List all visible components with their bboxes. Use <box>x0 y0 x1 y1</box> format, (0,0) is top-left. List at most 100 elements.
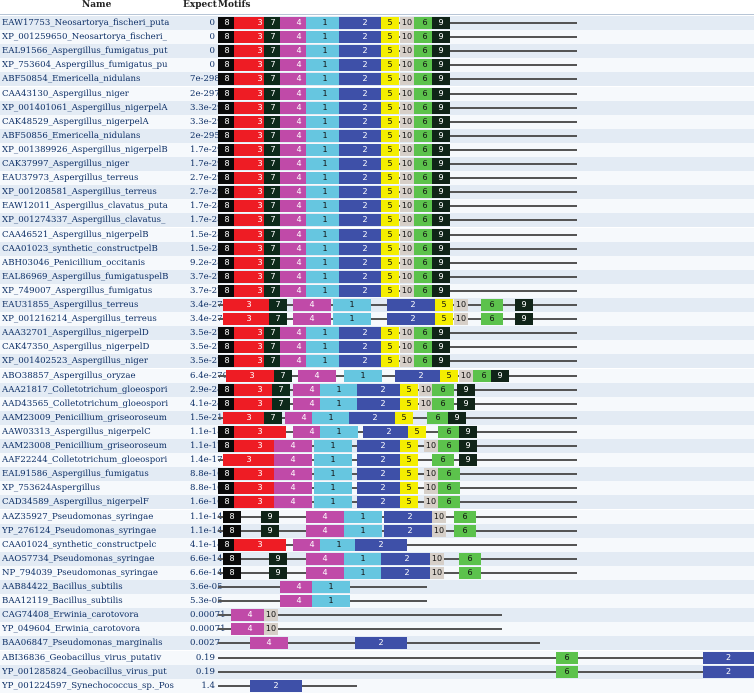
expect-value: 0.00071 <box>190 624 226 635</box>
expect-value: 3.4e-271 <box>190 300 229 310</box>
expect-value: 1.5e-286 <box>190 229 229 240</box>
motif-6-box: 6 <box>427 411 449 424</box>
motif-8-box: 8 <box>218 87 236 100</box>
sequence-name: EAL86969_Aspergillus_fumigatuspelB <box>2 271 169 282</box>
motif-track: 8 3 7 4 1 2 5 10 6 9 <box>218 242 754 256</box>
motif-track: 8 3 7 4 1 2 5 10 6 9 <box>218 185 754 199</box>
motif-10-box: 10 <box>432 524 446 537</box>
motif-1-box: 1 <box>306 172 344 185</box>
motif-3-box: 3 <box>234 482 286 495</box>
motif-3-box: 3 <box>223 313 275 326</box>
motif-5-box: 5 <box>381 17 399 29</box>
motif-6-box: 6 <box>414 341 436 354</box>
sequence-line <box>218 628 502 631</box>
motif-track: 8 3 4 1 2 5 10 6 9 <box>218 439 754 453</box>
motif-1-box: 1 <box>306 17 344 29</box>
motif-10-box: 10 <box>400 228 414 241</box>
motif-2-box: 2 <box>250 679 302 692</box>
motif-2-box: 2 <box>339 59 391 72</box>
motif-6-box: 6 <box>438 468 460 481</box>
motif-2-box: 2 <box>339 172 391 185</box>
motif-1-box: 1 <box>306 256 344 269</box>
motif-7-box: 7 <box>269 299 287 311</box>
sequence-name: CAK37997_Aspergillus_niger <box>2 159 130 169</box>
motif-2-box: 2 <box>384 524 436 537</box>
motif-10-box: 10 <box>400 355 414 368</box>
motif-5-box: 5 <box>408 425 426 438</box>
table-row: XP_001259650_Neosartorya_fischeri_ 0 8 3 7 4 1… <box>0 30 754 45</box>
motif-1-box: 1 <box>320 397 358 410</box>
table-row: XP_753604_Aspergillus_fumigatus_pu 0 8 3 7 4 1… <box>0 58 754 73</box>
sequence-name: XP_001402523_Aspergillus_niger <box>2 356 148 367</box>
motif-9-box: 9 <box>459 425 477 438</box>
motif-4-box: 4 <box>280 581 318 593</box>
header-motifs: Motifs <box>218 0 251 10</box>
motif-10-box: 10 <box>430 552 444 565</box>
expect-value: 3.6e-05 <box>190 582 223 592</box>
motif-9-box: 9 <box>432 143 450 156</box>
motif-4-box: 4 <box>306 524 344 537</box>
motif-1-box: 1 <box>306 59 344 72</box>
sequence-line <box>218 656 754 659</box>
sequence-name: CAD34589_Aspergillus_nigerpelF <box>2 497 149 508</box>
sequence-name: EAW17753_Neosartorya_fischeri_puta <box>2 18 170 28</box>
motif-6-box: 6 <box>432 397 454 410</box>
expect-value: 1.1e-181 <box>190 426 229 437</box>
motif-2-box: 2 <box>339 45 391 58</box>
table-row: YP_001285824_Geobacillus_virus_put 0.19 6 2 <box>0 664 754 679</box>
motif-1-box: 1 <box>306 341 344 354</box>
motif-5-box: 5 <box>400 440 418 452</box>
motif-10-box: 10 <box>400 73 414 86</box>
table-row: ABF50856_Emericella_nidulans 2e-295 8 3 7 4 1 2… <box>0 128 754 143</box>
expect-value: 2.7e-291 <box>190 187 229 198</box>
motif-10-box: 10 <box>454 299 468 311</box>
motif-7-box: 7 <box>269 313 287 326</box>
motif-6-box: 6 <box>414 129 436 142</box>
motif-10-box: 10 <box>432 510 446 523</box>
motif-6-box: 6 <box>454 524 476 537</box>
motif-1-box: 1 <box>333 313 371 326</box>
motif-10-box: 10 <box>400 256 414 269</box>
motif-5-box: 5 <box>381 129 399 142</box>
expect-value: 3.7e-277 <box>190 285 229 296</box>
sequence-name: ABF50854_Emericella_nidulans <box>2 74 141 85</box>
motif-5-box: 5 <box>381 115 399 128</box>
motif-4-box: 4 <box>293 313 331 326</box>
table-row: CAA01023_synthetic_constructpelB 1.5e-286… <box>0 241 754 256</box>
expect-value: 4.1e-243 <box>190 398 229 409</box>
motif-track: 8 3 7 4 1 2 5 10 6 9 <box>218 115 754 129</box>
motif-3-box: 3 <box>234 468 286 481</box>
motif-track: 8 3 7 4 1 2 5 10 6 9 <box>218 284 754 298</box>
sequence-name: NP_794039_Pseudomonas_syringae <box>2 567 159 578</box>
motif-10-box: 10 <box>400 284 414 297</box>
motif-5-box: 5 <box>381 327 399 340</box>
table-row: ABI36836_Geobacillus_virus_putativ 0.19 6 2 <box>0 650 754 665</box>
motif-2-box: 2 <box>357 496 409 509</box>
expect-value: 6.4e-270 <box>190 370 229 381</box>
motif-8-box: 8 <box>218 59 236 72</box>
expect-value: 1.1e-147 <box>190 525 229 536</box>
motif-5-box: 5 <box>381 158 399 170</box>
motif-4-box: 4 <box>274 468 312 481</box>
table-row: BAA12119_Bacillus_subtilis 5.3e-05 4 1 <box>0 594 754 609</box>
motif-8-box: 8 <box>218 17 236 29</box>
sequence-name: CAA43130_Aspergillus_niger <box>2 88 129 99</box>
motif-3-box: 3 <box>234 425 286 438</box>
motif-10-box: 10 <box>400 327 414 340</box>
motif-9-box: 9 <box>459 454 477 467</box>
motif-1-box: 1 <box>312 581 350 593</box>
motif-5-box: 5 <box>381 73 399 86</box>
motif-9-box: 9 <box>457 397 475 410</box>
motif-9-box: 9 <box>432 129 450 142</box>
motif-3-box: 3 <box>226 369 278 382</box>
sequence-name: BAA06847_Pseudomonas_marginalis <box>2 638 163 649</box>
table-row: YP_049604_Erwinia_carotovora 0.00071 4 10 <box>0 622 754 637</box>
motif-8-box: 8 <box>218 270 236 283</box>
table-row: EAW17753_Neosartorya_fischeri_puta 0 8 3 7 4 1… <box>0 16 754 30</box>
motif-6-box: 6 <box>414 158 436 170</box>
motif-8-box: 8 <box>218 440 236 452</box>
motif-5-box: 5 <box>400 397 418 410</box>
motif-6-box: 6 <box>438 425 460 438</box>
